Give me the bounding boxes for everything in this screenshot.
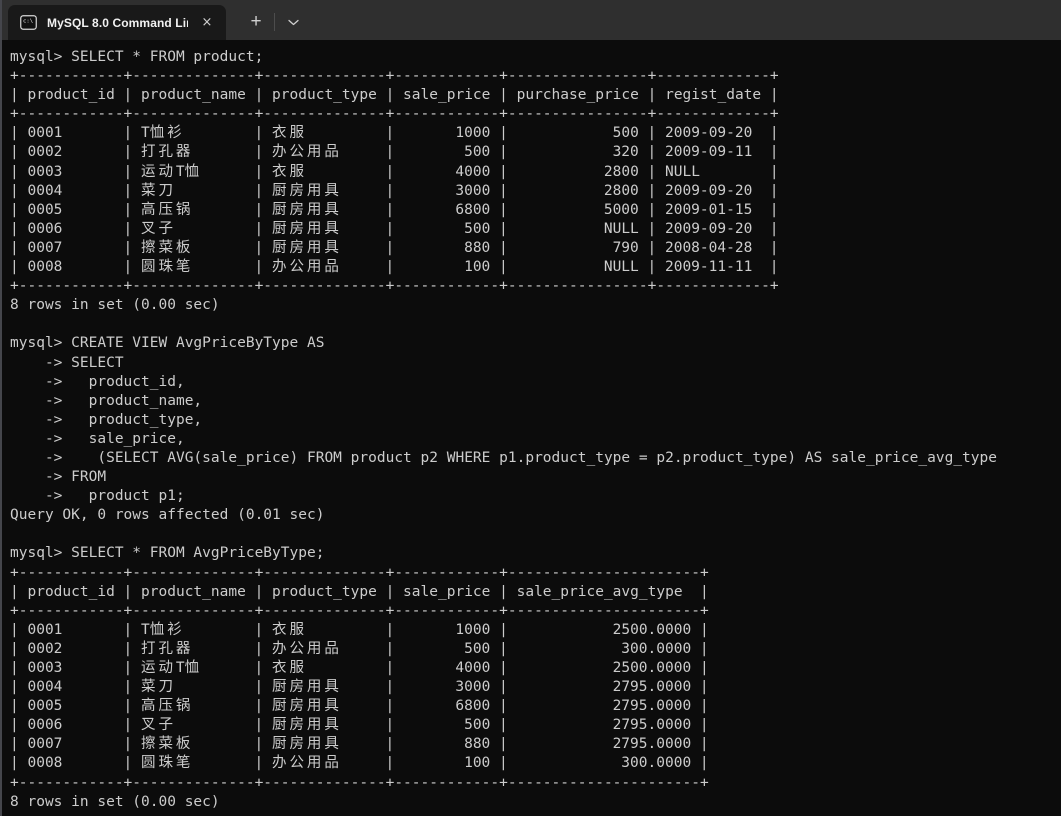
terminal-line: -> (SELECT AVG(sale_price) FROM product … [44,449,997,466]
terminal-line: -> sale_price, [44,430,185,447]
terminal-line: Query OK, 0 rows affected (0.01 sec) [10,507,325,524]
terminal-line: | 0002 | 打孔器 | 办公用品 | 500 | 320 | 2009-0… [10,144,779,161]
terminal-line: | 0003 | 运动 T恤 | 衣服 | 4000 | 2500.0000 | [10,660,709,676]
tab-mysql-client[interactable]: c:\ MySQL 8.0 Command Line Cli × [8,5,226,40]
terminal-line: | 0005 | 高压锅 | 厨房用具 | 6800 | 5000 | 2009… [10,201,779,218]
terminal-line: -> product_type, [44,411,203,428]
new-tab-button[interactable]: + [240,7,272,37]
terminal-line: +------------+--------------+-----------… [10,106,779,123]
terminal-line: -> FROM [44,469,107,486]
terminal-line: +------------+--------------+-----------… [10,602,709,619]
terminal-line: | 0001 | T恤衫 | 衣服 | 1000 | 500 | 2009-09… [10,125,779,142]
terminal-line: +------------+--------------+-----------… [10,564,709,581]
tab-bar-divider [274,13,275,31]
terminal-line: | 0008 | 圆珠笔 | 办公用品 | 100 | 300.0000 | [10,755,709,772]
tab-bar: c:\ MySQL 8.0 Command Line Cli × + [0,0,1061,40]
terminal-line: | 0007 | 擦菜板 | 厨房用具 | 880 | 2795.0000 | [10,736,709,753]
terminal-line: mysql> SELECT * FROM AvgPriceByType; [10,545,325,562]
command-prompt-icon: c:\ [20,15,37,30]
terminal-line: -> product_id, [44,373,185,390]
terminal-line [10,315,1061,334]
window-left-edge [0,0,2,816]
terminal-line: | 0004 | 菜刀 | 厨房用具 | 3000 | 2800 | 2009-… [10,182,779,199]
terminal-line: | product_id | product_name | product_ty… [10,583,709,600]
terminal-line: | 0006 | 叉子 | 厨房用具 | 500 | NULL | 2009-0… [10,220,779,237]
terminal-line: +------------+--------------+-----------… [10,278,779,295]
terminal-line: | 0004 | 菜刀 | 厨房用具 | 3000 | 2795.0000 | [10,679,709,696]
terminal-line: -> SELECT [44,354,124,371]
terminal-line: +------------+--------------+-----------… [10,774,709,791]
terminal-line: mysql> SELECT * FROM product; [10,49,264,65]
terminal-line: +------------+--------------+-----------… [10,68,779,85]
terminal-line: | 0006 | 叉子 | 厨房用具 | 500 | 2795.0000 | [10,717,709,734]
terminal-line: -> product p1; [44,488,185,505]
terminal-line: | 0008 | 圆珠笔 | 办公用品 | 100 | NULL | 2009-… [10,259,779,276]
terminal-line: 8 rows in set (0.00 sec) [10,793,220,810]
tab-dropdown-button[interactable] [277,7,309,37]
terminal-line [10,525,1061,544]
terminal-line: | 0003 | 运动 T恤 | 衣服 | 4000 | 2800 | NULL … [10,163,779,180]
chevron-down-icon [287,19,299,26]
terminal-line: | 0005 | 高压锅 | 厨房用具 | 6800 | 2795.0000 | [10,698,709,715]
tab-close-button[interactable]: × [198,14,216,32]
terminal-line: | 0007 | 擦菜板 | 厨房用具 | 880 | 790 | 2008-0… [10,239,779,256]
terminal-line: mysql> CREATE VIEW AvgPriceByType AS [10,335,325,352]
terminal-line: | product_id | product_name | product_ty… [10,87,779,104]
tab-title: MySQL 8.0 Command Line Cli [47,15,188,30]
terminal-line: 8 rows in set (0.00 sec) [10,297,220,314]
terminal-line: | 0002 | 打孔器 | 办公用品 | 500 | 300.0000 | [10,640,709,657]
terminal-output[interactable]: mysql> SELECT * FROM product; +----------… [0,40,1061,816]
command-prompt-icon-label: c:\ [23,19,33,25]
terminal-line: | 0001 | T恤衫 | 衣服 | 1000 | 2500.0000 | [10,621,709,638]
terminal-line: -> product_name, [44,392,203,409]
